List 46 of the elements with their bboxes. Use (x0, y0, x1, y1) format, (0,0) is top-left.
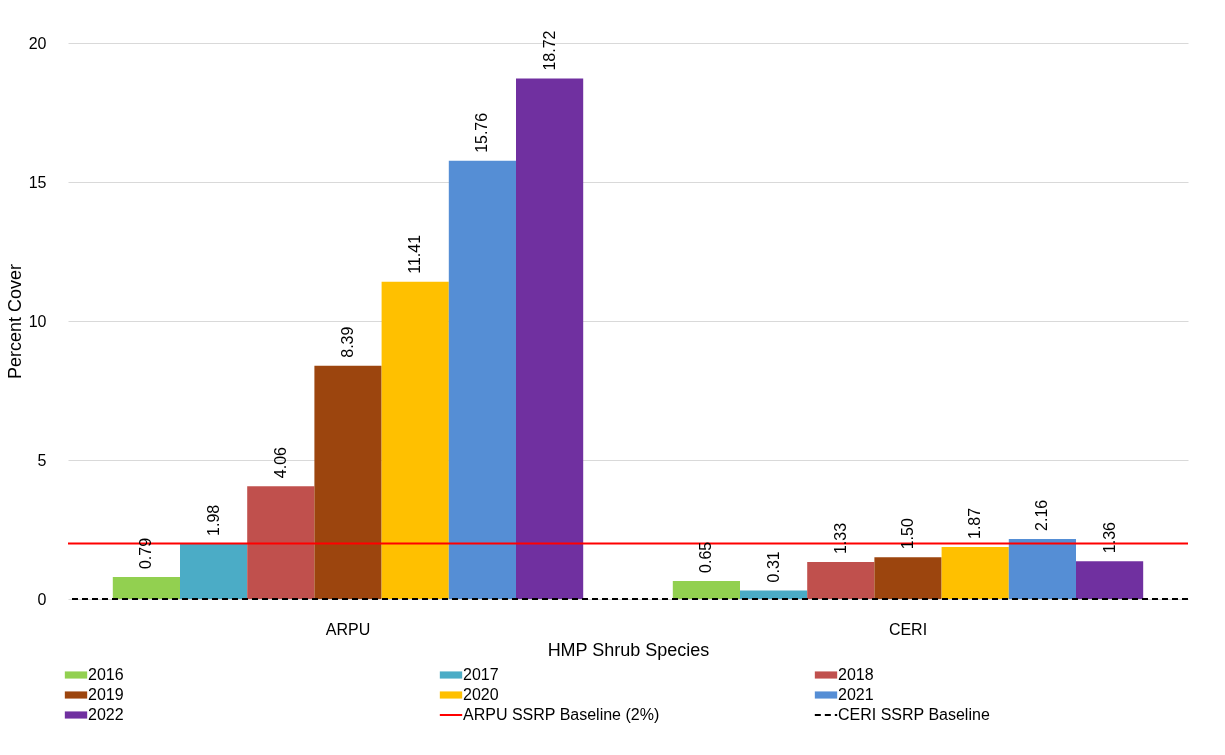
legend-label: 2021 (838, 686, 874, 703)
legend-label: ARPU SSRP Baseline (2%) (463, 706, 660, 723)
data-label: 11.41 (406, 234, 424, 274)
data-label: 15.76 (473, 112, 491, 153)
legend-label: 2016 (88, 666, 124, 683)
bar (381, 281, 449, 599)
y-tick-label: 5 (37, 451, 47, 469)
data-label: 4.06 (271, 446, 289, 479)
data-label: 1.87 (966, 507, 984, 540)
legend-label: 2018 (838, 666, 874, 683)
data-label: 1.98 (204, 504, 222, 536)
data-label: 2.16 (1033, 499, 1051, 531)
data-label: 1.50 (899, 518, 916, 550)
x-tick-label: ARPU (325, 620, 371, 638)
legend-label: 2017 (463, 666, 499, 683)
legend-label: 2020 (463, 686, 499, 703)
bar (941, 547, 1009, 599)
bar (807, 562, 875, 599)
bar (516, 78, 584, 599)
data-label: 1.33 (831, 522, 849, 555)
bar (247, 486, 315, 599)
bar (1076, 561, 1144, 599)
bar (314, 365, 382, 599)
y-tick-label: 0 (37, 590, 47, 608)
data-label: 1.36 (1100, 521, 1118, 554)
y-tick-label: 10 (28, 312, 47, 330)
legend-label: CERI SSRP Baseline (838, 706, 990, 723)
bar (740, 590, 808, 599)
data-label: 0.31 (764, 551, 782, 583)
x-axis-title: HMP Shrub Species (547, 639, 710, 660)
y-axis-title: Percent Cover (4, 263, 25, 380)
y-tick-label: 20 (28, 34, 47, 52)
legend-label: 2019 (88, 686, 124, 703)
bar (874, 557, 942, 599)
data-label: 0.79 (137, 537, 155, 570)
data-label: 18.72 (540, 30, 558, 71)
bar (1008, 538, 1076, 599)
data-label: 8.39 (339, 326, 356, 358)
legend-label: 2022 (88, 706, 124, 723)
bar (112, 577, 180, 599)
y-tick-label: 15 (28, 173, 47, 191)
bar (180, 543, 248, 599)
data-label: 0.65 (697, 541, 715, 573)
bar (672, 580, 740, 599)
x-tick-label: CERI (888, 620, 928, 638)
bar (448, 160, 516, 599)
